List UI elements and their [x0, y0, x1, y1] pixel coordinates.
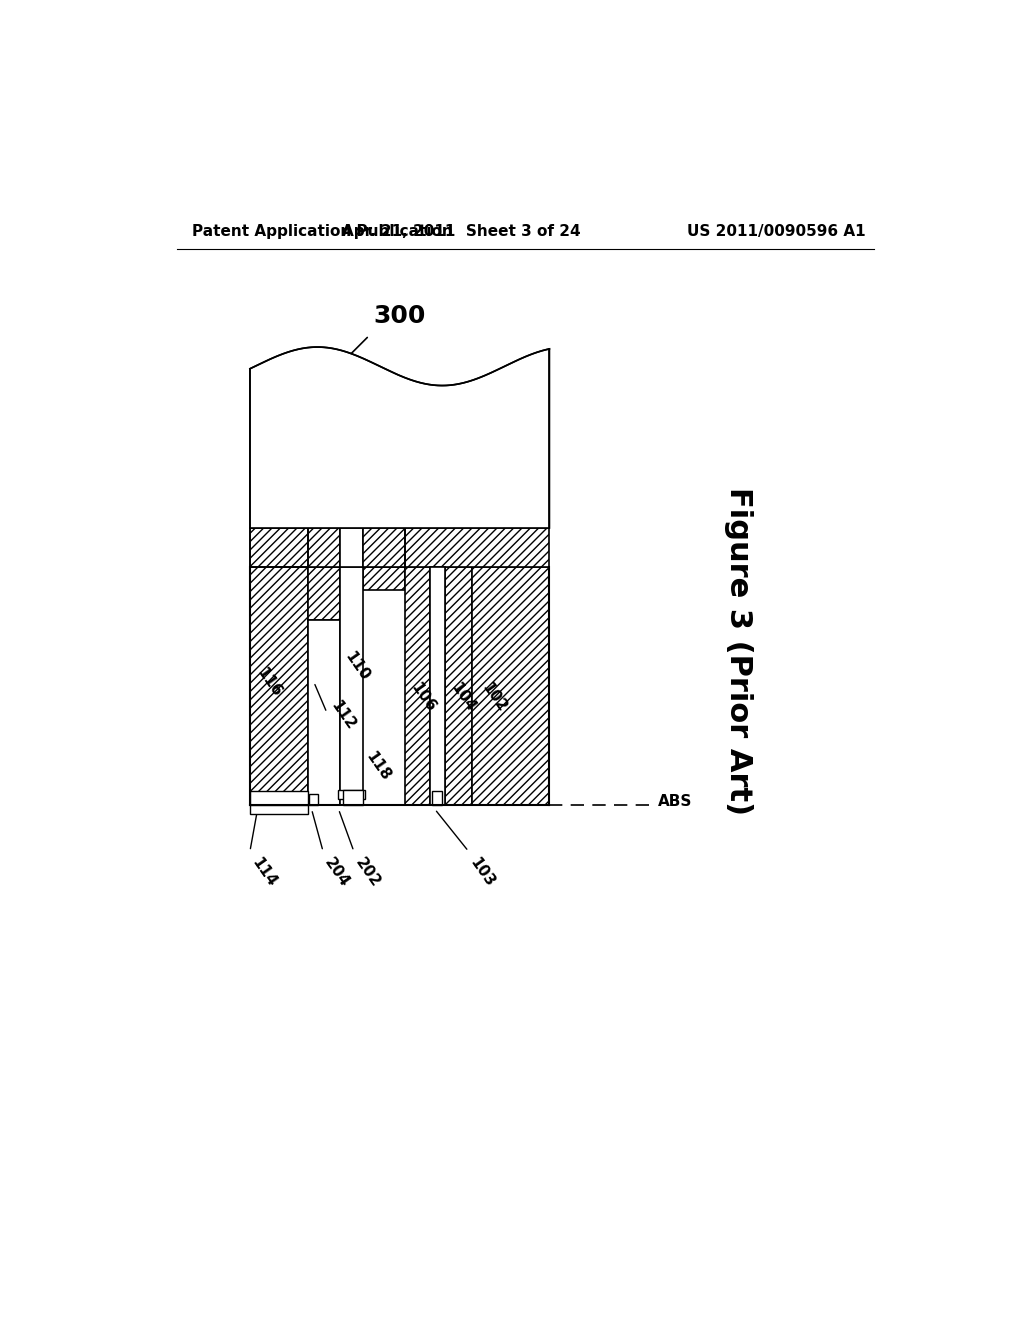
Text: 114: 114 [249, 855, 279, 890]
Text: 118: 118 [364, 750, 393, 784]
Text: 116: 116 [254, 665, 285, 700]
Bar [309, 793, 318, 805]
Polygon shape [250, 347, 550, 528]
Bar [406, 566, 430, 805]
Bar [472, 566, 550, 805]
Bar [307, 620, 340, 805]
Bar [338, 789, 366, 799]
Text: Patent Application Publication: Patent Application Publication [193, 224, 453, 239]
Bar [445, 566, 472, 805]
Bar [364, 566, 406, 590]
Bar [430, 566, 445, 805]
Bar [307, 528, 340, 566]
Text: 300: 300 [373, 304, 426, 327]
Text: 202: 202 [352, 855, 383, 890]
Bar [250, 528, 550, 566]
Bar [307, 566, 340, 620]
Bar [340, 528, 364, 566]
Text: US 2011/0090596 A1: US 2011/0090596 A1 [687, 224, 866, 239]
Text: 106: 106 [408, 680, 438, 714]
Bar [364, 528, 406, 566]
Text: 112: 112 [328, 698, 358, 733]
Bar [343, 789, 364, 805]
Text: Figure 3 (Prior Art): Figure 3 (Prior Art) [724, 487, 754, 816]
Text: 204: 204 [322, 855, 352, 890]
Bar [340, 566, 364, 805]
Text: 102: 102 [478, 680, 509, 714]
Bar [250, 566, 307, 805]
Text: Apr. 21, 2011  Sheet 3 of 24: Apr. 21, 2011 Sheet 3 of 24 [342, 224, 581, 239]
Text: 104: 104 [447, 680, 478, 714]
Bar [250, 792, 307, 805]
Text: 103: 103 [467, 855, 498, 890]
Text: 110: 110 [342, 649, 372, 684]
Text: ABS: ABS [658, 793, 692, 809]
Bar [307, 528, 340, 566]
Bar [432, 792, 441, 805]
Bar [250, 528, 307, 566]
Bar [250, 805, 307, 814]
